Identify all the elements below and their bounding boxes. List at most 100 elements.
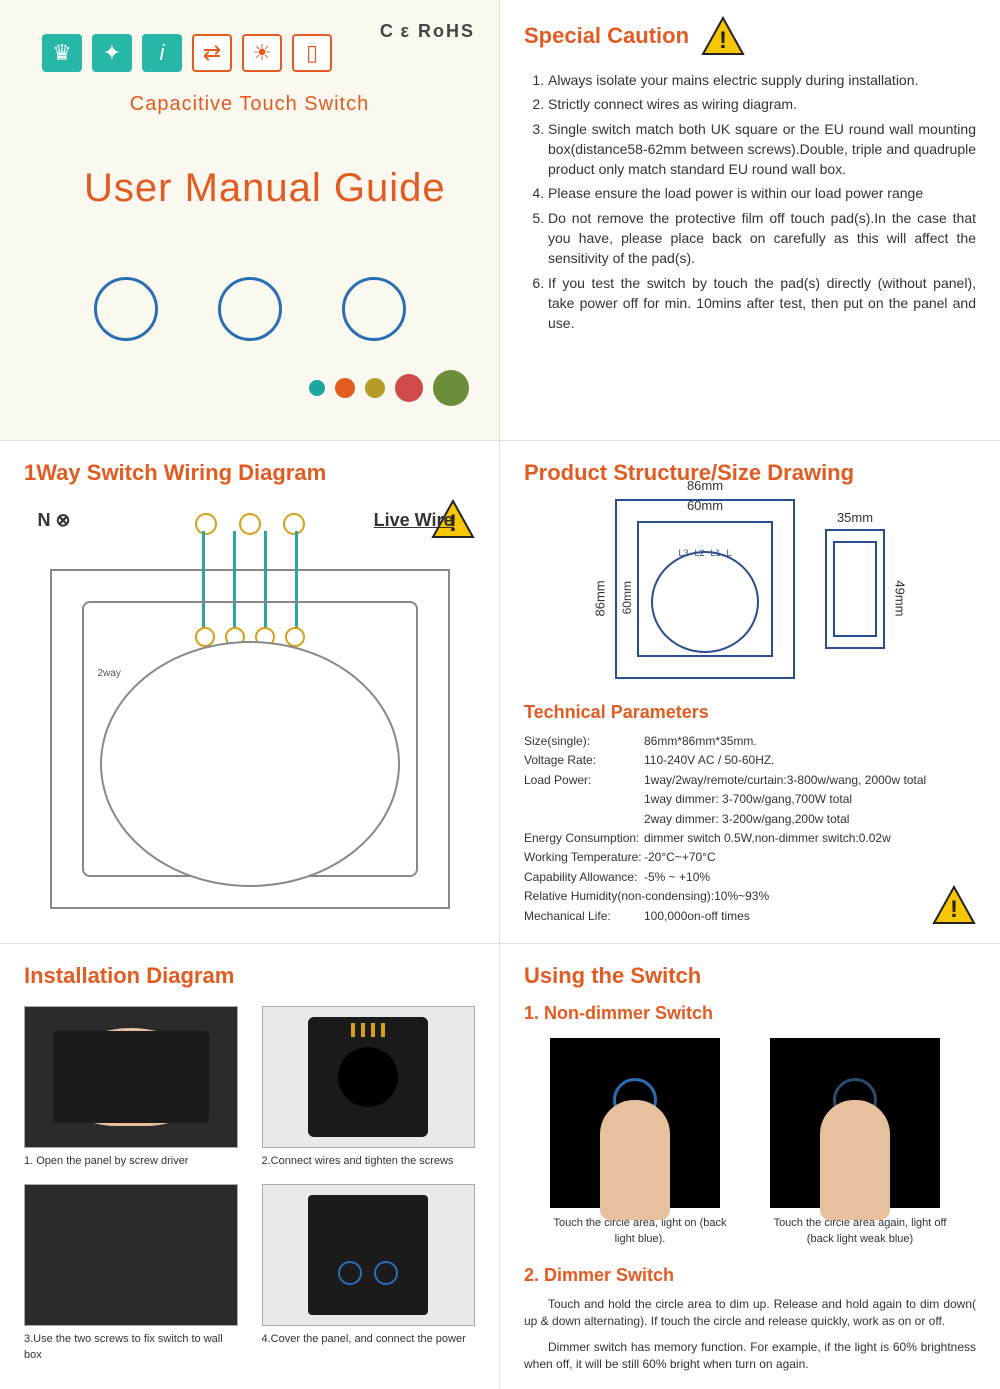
tech-row: Relative Humidity(non-condensing):10%~93…: [524, 888, 976, 905]
caution-item: Please ensure the load power is within o…: [548, 183, 976, 203]
info-icon: i: [142, 34, 182, 72]
decorative-dots: [309, 370, 469, 406]
tech-parameters: Technical Parameters Size(single):86mm*8…: [524, 699, 976, 925]
tech-value: 1way/2way/remote/curtain:3-800w/wang, 20…: [644, 773, 926, 787]
caution-item: Strictly connect wires as wiring diagram…: [548, 94, 976, 114]
terminal-label: L3: [678, 547, 688, 560]
tech-label: Mechanical Life:: [524, 908, 644, 925]
cover-subtitle: Capacitive Touch Switch: [24, 90, 475, 119]
dim-outer-height: 86mm: [592, 580, 611, 616]
decorative-dot: [365, 378, 385, 398]
tech-value: 10%~93%: [714, 889, 769, 903]
tech-row: 2way dimmer: 3-200w/gang,200w total: [524, 811, 976, 828]
warning-icon: !: [932, 885, 976, 925]
crown-icon: ♛: [42, 34, 82, 72]
decorative-dot: [309, 380, 325, 396]
using-panel-caption: Touch the circle area again, light off (…: [770, 1216, 950, 1248]
tech-label: Energy Consumption:: [524, 830, 644, 847]
remote-icon: ▯: [292, 34, 332, 72]
structure-side-drawing: 35mm 49mm: [825, 499, 885, 649]
install-photo: [262, 1006, 476, 1148]
install-step-3: 3.Use the two screws to fix switch to wa…: [24, 1184, 238, 1364]
tech-label: Size(single):: [524, 733, 644, 750]
tech-value: 86mm*86mm*35mm.: [644, 734, 757, 748]
tech-label: Voltage Rate:: [524, 752, 644, 769]
caution-item: Single switch match both UK square or th…: [548, 119, 976, 180]
cover-title: User Manual Guide: [84, 159, 475, 217]
tech-row: Mechanical Life:100,000on-off times: [524, 908, 976, 925]
tech-row: Energy Consumption:dimmer switch 0.5W,no…: [524, 830, 976, 847]
terminal-label: L2: [694, 547, 704, 560]
structure-terminal-labels: L3 L2 L1 L: [678, 547, 731, 560]
dimmer-paragraph: Touch and hold the circle area to dim up…: [524, 1296, 976, 1331]
install-caption: 2.Connect wires and tighten the screws: [262, 1154, 476, 1170]
install-caption: 3.Use the two screws to fix switch to wa…: [24, 1332, 238, 1364]
non-dimmer-heading: 1. Non-dimmer Switch: [524, 1000, 976, 1026]
dim-inner-height: 60mm: [619, 581, 636, 614]
using-section: Using the Switch 1. Non-dimmer Switch To…: [500, 944, 1000, 1389]
tech-heading: Technical Parameters: [524, 699, 976, 725]
install-photo: [262, 1184, 476, 1326]
tech-value: dimmer switch 0.5W,non-dimmer switch:0.0…: [644, 831, 891, 845]
svg-text:!: !: [950, 896, 958, 923]
tech-label: Relative Humidity(non-condensing):: [524, 888, 714, 905]
wiring-diagram: N ⊗ Live Wire L3L2L1L 2way: [50, 569, 450, 909]
link-icon: ⇄: [192, 34, 232, 72]
caution-list: Always isolate your mains electric suppl…: [524, 70, 976, 334]
dimmer-paragraph: Dimmer switch has memory function. For e…: [524, 1339, 976, 1374]
tech-value: -5% ~ +10%: [644, 870, 710, 884]
dim-outer-width: 86mm: [615, 477, 795, 496]
terminal-label: L1: [711, 547, 721, 560]
tech-value: 110-240V AC / 50-60HZ.: [644, 753, 775, 767]
using-panel-on: Touch the circle area, light on (back li…: [550, 1038, 730, 1248]
decorative-dot: [395, 374, 423, 402]
touch-circle: [94, 277, 158, 341]
using-panel-off: Touch the circle area again, light off (…: [770, 1038, 950, 1248]
ce-rohs-label: C ε RoHS: [380, 18, 475, 44]
install-step-4: 4.Cover the panel, and connect the power: [262, 1184, 476, 1364]
tech-row: Size(single):86mm*86mm*35mm.: [524, 733, 976, 750]
terminal-label: L: [727, 547, 732, 560]
structure-front-drawing: 86mm 60mm 86mm 60mm L3L2L1L: [615, 499, 795, 679]
wiring-heading: 1Way Switch Wiring Diagram: [24, 457, 475, 489]
install-caption: 4.Cover the panel, and connect the power: [262, 1332, 476, 1348]
touch-circle-row: [24, 277, 475, 341]
structure-section: Product Structure/Size Drawing 86mm 60mm…: [500, 441, 1000, 943]
install-step-2: 2.Connect wires and tighten the screws: [262, 1006, 476, 1170]
install-heading: Installation Diagram: [24, 960, 475, 992]
using-panel-caption: Touch the circle area, light on (back li…: [550, 1216, 730, 1248]
caution-heading: Special Caution: [524, 20, 689, 52]
cover-panel: ♛ ✦ i ⇄ ☀ ▯ C ε RoHS Capacitive Touch Sw…: [0, 0, 500, 440]
install-step-1: 1. Open the panel by screw driver: [24, 1006, 238, 1170]
sparkle-icon: ✦: [92, 34, 132, 72]
wiring-section: 1Way Switch Wiring Diagram ! N ⊗ Live Wi…: [0, 441, 500, 943]
tech-value: 2way dimmer: 3-200w/gang,200w total: [644, 812, 849, 826]
sun-icon: ☀: [242, 34, 282, 72]
caution-item: Do not remove the protective film off to…: [548, 208, 976, 269]
tech-label: Working Temperature:: [524, 849, 644, 866]
dim-inner-width: 60mm: [637, 497, 773, 516]
tech-row: Load Power:1way/2way/remote/curtain:3-80…: [524, 772, 976, 789]
caution-item: If you test the switch by touch the pad(…: [548, 273, 976, 334]
warning-icon: !: [701, 16, 745, 56]
decorative-dot: [335, 378, 355, 398]
using-heading: Using the Switch: [524, 960, 976, 992]
dimmer-heading: 2. Dimmer Switch: [524, 1262, 976, 1288]
installation-section: Installation Diagram 1. Open the panel b…: [0, 944, 500, 1389]
wiring-live-label: Live Wire: [374, 507, 454, 533]
wiring-2way-note: 2way: [98, 667, 121, 682]
tech-row: 1way dimmer: 3-700w/gang,700W total: [524, 791, 976, 808]
tech-value: 100,000on-off times: [644, 909, 750, 923]
install-photo: [24, 1184, 238, 1326]
dim-side-width: 35mm: [827, 509, 883, 528]
touch-circle: [342, 277, 406, 341]
tech-row: Capability Allowance:-5% ~ +10%: [524, 869, 976, 886]
tech-row: Working Temperature:-20°C~+70°C: [524, 849, 976, 866]
touch-circle: [218, 277, 282, 341]
caution-section: Special Caution ! Always isolate your ma…: [500, 0, 1000, 440]
tech-row: Voltage Rate:110-240V AC / 50-60HZ.: [524, 752, 976, 769]
tech-value: -20°C~+70°C: [644, 850, 716, 864]
install-photo: [24, 1006, 238, 1148]
wiring-neutral-label: N ⊗: [38, 507, 71, 533]
install-caption: 1. Open the panel by screw driver: [24, 1154, 238, 1170]
